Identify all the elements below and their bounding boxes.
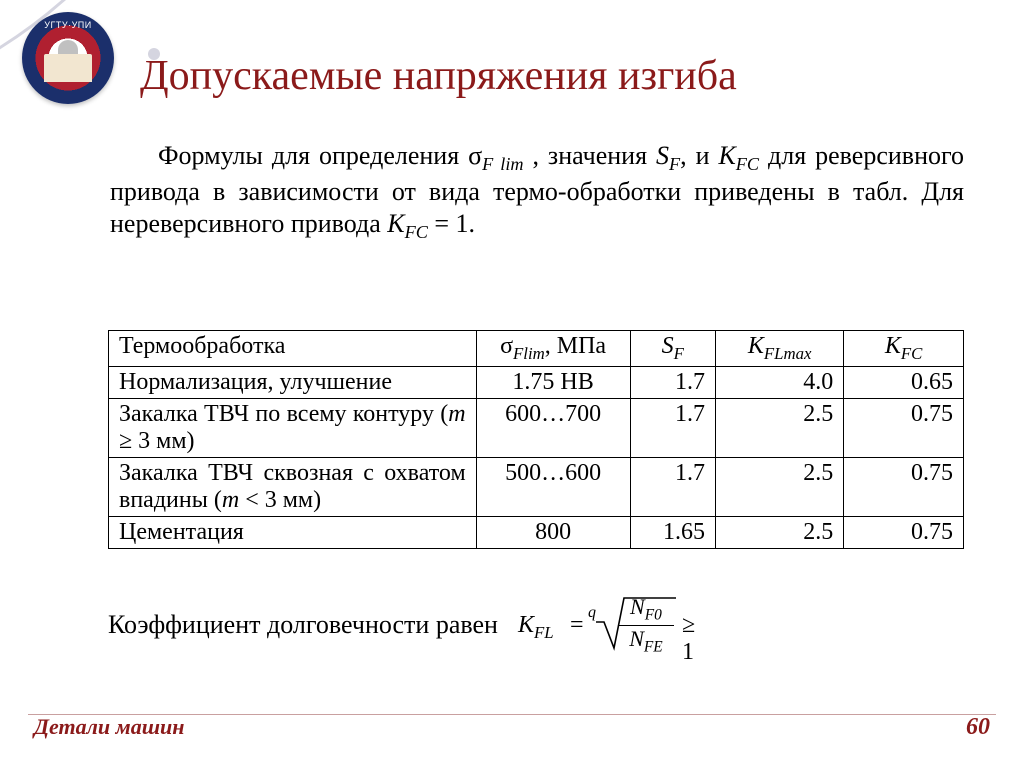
cell-kflmax: 2.5 xyxy=(716,457,844,516)
formula-equals: = xyxy=(570,612,584,639)
slide: УГТУ·УПИ Допускаемые напряжения изгиба Ф… xyxy=(0,0,1024,767)
col-header-sigma-flim: σFlim, МПа xyxy=(476,331,630,367)
cell-sf: 1.65 xyxy=(630,516,716,548)
cell-sf: 1.7 xyxy=(630,398,716,457)
col-header-sf: SF xyxy=(630,331,716,367)
col-header-treatment: Термообработка xyxy=(109,331,477,367)
cell-kflmax: 2.5 xyxy=(716,516,844,548)
fraction-denominator: NFE xyxy=(618,628,674,655)
slide-title: Допускаемые напряжения изгиба xyxy=(140,52,984,100)
col-header-kfc: KFC xyxy=(844,331,964,367)
formula-label: Коэффициент долговечности равен xyxy=(108,610,518,640)
cell-kflmax: 4.0 xyxy=(716,366,844,398)
table-header-row: Термообработка σFlim, МПа SF KFLmax KFC xyxy=(109,331,964,367)
para-text: = 1. xyxy=(428,209,475,238)
kfc-symbol: KFC xyxy=(718,141,759,170)
university-logo: УГТУ·УПИ xyxy=(22,12,114,104)
sf-symbol: SF xyxy=(656,141,680,170)
parameters-table: Термообработка σFlim, МПа SF KFLmax KFC … xyxy=(108,330,964,549)
cell-sigma: 1.75 HB xyxy=(476,366,630,398)
cell-sf: 1.7 xyxy=(630,366,716,398)
para-text: , и xyxy=(680,141,718,170)
cell-kfc: 0.65 xyxy=(844,366,964,398)
cell-treatment: Нормализация, улучшение xyxy=(109,366,477,398)
para-text: Формулы для определения xyxy=(158,141,468,170)
fraction-numerator: NF0 xyxy=(618,596,674,623)
sigma-flim-symbol: σF lim xyxy=(468,141,523,170)
footer-course-name: Детали машин xyxy=(34,714,185,740)
formula-fraction: NF0 NFE xyxy=(618,596,674,655)
fraction-bar xyxy=(618,625,674,626)
table-row: Нормализация, улучшение 1.75 HB 1.7 4.0 … xyxy=(109,366,964,398)
parameters-table-wrap: Термообработка σFlim, МПа SF KFLmax KFC … xyxy=(108,330,964,549)
logo-building xyxy=(44,54,92,82)
cell-sigma: 800 xyxy=(476,516,630,548)
durability-formula-row: Коэффициент долговечности равен KFL = q … xyxy=(108,590,964,660)
cell-treatment: Закалка ТВЧ сквозная с охватом впадины (… xyxy=(109,457,477,516)
logo-text: УГТУ·УПИ xyxy=(22,20,114,30)
col-header-kflmax: KFLmax xyxy=(716,331,844,367)
cell-sf: 1.7 xyxy=(630,457,716,516)
para-text: , значения xyxy=(524,141,656,170)
footer: Детали машин 60 xyxy=(0,713,1024,741)
cell-kfc: 0.75 xyxy=(844,457,964,516)
cell-kfc: 0.75 xyxy=(844,398,964,457)
cell-treatment: Закалка ТВЧ по всему контуру (m ≥ 3 мм) xyxy=(109,398,477,457)
cell-sigma: 500…600 xyxy=(476,457,630,516)
cell-treatment: Цементация xyxy=(109,516,477,548)
table-row: Закалка ТВЧ сквозная с охватом впадины (… xyxy=(109,457,964,516)
cell-sigma: 600…700 xyxy=(476,398,630,457)
intro-paragraph: Формулы для определения σF lim , значени… xyxy=(110,140,964,244)
formula-lhs: KFL xyxy=(518,612,554,643)
cell-kflmax: 2.5 xyxy=(716,398,844,457)
footer-page-number: 60 xyxy=(966,714,990,741)
table-row: Закалка ТВЧ по всему контуру (m ≥ 3 мм) … xyxy=(109,398,964,457)
formula-tail: ≥ 1 xyxy=(682,612,695,666)
table-row: Цементация 800 1.65 2.5 0.75 xyxy=(109,516,964,548)
cell-kfc: 0.75 xyxy=(844,516,964,548)
root-index: q xyxy=(588,604,596,622)
kfc-symbol-2: KFC xyxy=(387,209,428,238)
